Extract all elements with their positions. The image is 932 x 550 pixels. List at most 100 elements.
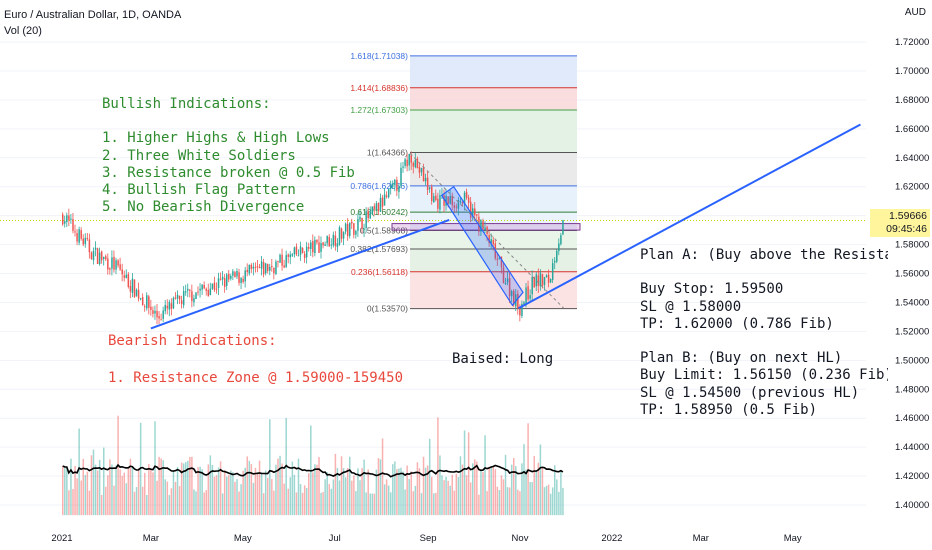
volume-bar xyxy=(133,491,136,516)
candle-body xyxy=(545,275,548,278)
volume-bar xyxy=(312,472,314,516)
volume-bar xyxy=(375,469,378,516)
candle-body xyxy=(166,305,169,309)
volume-indicator-label: Vol (20) xyxy=(4,25,42,37)
candle-body xyxy=(310,242,312,249)
candle-body xyxy=(334,235,337,246)
volume-bar xyxy=(513,458,515,516)
candle-body xyxy=(240,277,242,283)
volume-bar xyxy=(291,461,294,516)
candle-body xyxy=(420,167,423,173)
volume-bar xyxy=(394,461,396,516)
fib-zone xyxy=(410,55,577,88)
volume-bar xyxy=(303,485,306,516)
candle-body xyxy=(201,284,203,290)
candle-body xyxy=(172,297,175,309)
candle-body xyxy=(398,186,400,192)
candle-body xyxy=(549,279,552,283)
candle-body xyxy=(94,247,97,250)
candle-body xyxy=(203,284,205,289)
volume-bar xyxy=(383,484,386,516)
candle-body xyxy=(125,274,128,279)
candle-body xyxy=(469,201,472,218)
volume-bar xyxy=(66,467,68,516)
candle-body xyxy=(269,266,271,271)
volume-bar xyxy=(232,472,234,516)
candle-body xyxy=(144,306,146,308)
volume-bar xyxy=(453,490,456,516)
volume-bar xyxy=(119,469,121,516)
volume-bar xyxy=(316,464,318,516)
volume-bar xyxy=(322,491,324,516)
candle-body xyxy=(500,256,503,268)
volume-bar xyxy=(459,456,462,516)
volume-bar xyxy=(158,456,160,516)
candle-body xyxy=(459,201,462,203)
volume-bar xyxy=(234,481,236,516)
volume-bar xyxy=(494,469,497,516)
candle-body xyxy=(62,214,64,225)
candle-body xyxy=(254,266,257,268)
volume-bar xyxy=(463,430,466,516)
candle-body xyxy=(367,211,369,219)
candle-body xyxy=(322,242,324,246)
candle-body xyxy=(433,196,435,203)
fib-label: 0.382(1.57693) xyxy=(350,244,408,254)
candle-body xyxy=(562,220,564,235)
candle-body xyxy=(258,267,261,269)
candle-body xyxy=(455,206,458,208)
volume-bar xyxy=(549,493,552,516)
candle-body xyxy=(377,202,380,212)
candle-body xyxy=(332,234,335,246)
candle-body xyxy=(301,247,304,253)
fib-zone xyxy=(410,249,577,272)
candle-body xyxy=(451,195,453,206)
volume-bar xyxy=(412,491,415,516)
currency-label: AUD xyxy=(904,7,926,18)
volume-bar xyxy=(72,489,74,516)
candle-body xyxy=(82,238,84,245)
volume-bar xyxy=(105,486,107,516)
candle-body xyxy=(453,205,456,208)
candle-body xyxy=(510,291,513,297)
volume-bar xyxy=(277,458,279,516)
volume-bar xyxy=(166,481,169,516)
candle-body xyxy=(519,308,521,316)
candle-body xyxy=(189,289,191,291)
volume-bar xyxy=(472,463,474,516)
volume-bar xyxy=(248,460,251,516)
candle-body xyxy=(295,246,298,255)
candle-body xyxy=(330,244,333,246)
price-tick-label: 1.52000 xyxy=(895,326,929,337)
candle-body xyxy=(92,250,95,261)
volume-bar xyxy=(223,470,226,516)
fib-zone xyxy=(410,109,577,153)
volume-bar xyxy=(346,467,349,516)
candle-body xyxy=(449,195,451,204)
candle-body xyxy=(139,298,142,300)
price-tick-label: 1.42000 xyxy=(895,471,929,482)
candle-body xyxy=(539,272,542,287)
volume-bar xyxy=(240,484,242,516)
candle-body xyxy=(117,260,119,266)
volume-bar xyxy=(558,491,560,516)
candle-body xyxy=(238,272,240,283)
trade-plan-text: Plan A: (Buy above the Resistance Zone B… xyxy=(640,247,888,418)
candle-body xyxy=(392,183,394,187)
price-tick-label: 1.40000 xyxy=(895,500,929,511)
candle-body xyxy=(465,191,468,198)
volume-bar xyxy=(88,490,91,516)
volume-bar xyxy=(283,483,285,516)
volume-bar xyxy=(531,482,533,516)
candle-body xyxy=(463,192,466,205)
volume-bar xyxy=(141,486,144,516)
candle-body xyxy=(277,260,279,262)
chart-symbol-title: Euro / Australian Dollar, 1D, OANDA xyxy=(4,9,182,21)
candle-body xyxy=(560,235,562,245)
candle-body xyxy=(424,178,427,182)
candle-body xyxy=(244,270,246,282)
volume-bar xyxy=(392,464,394,516)
volume-bar xyxy=(174,481,177,516)
volume-bar xyxy=(351,480,353,516)
